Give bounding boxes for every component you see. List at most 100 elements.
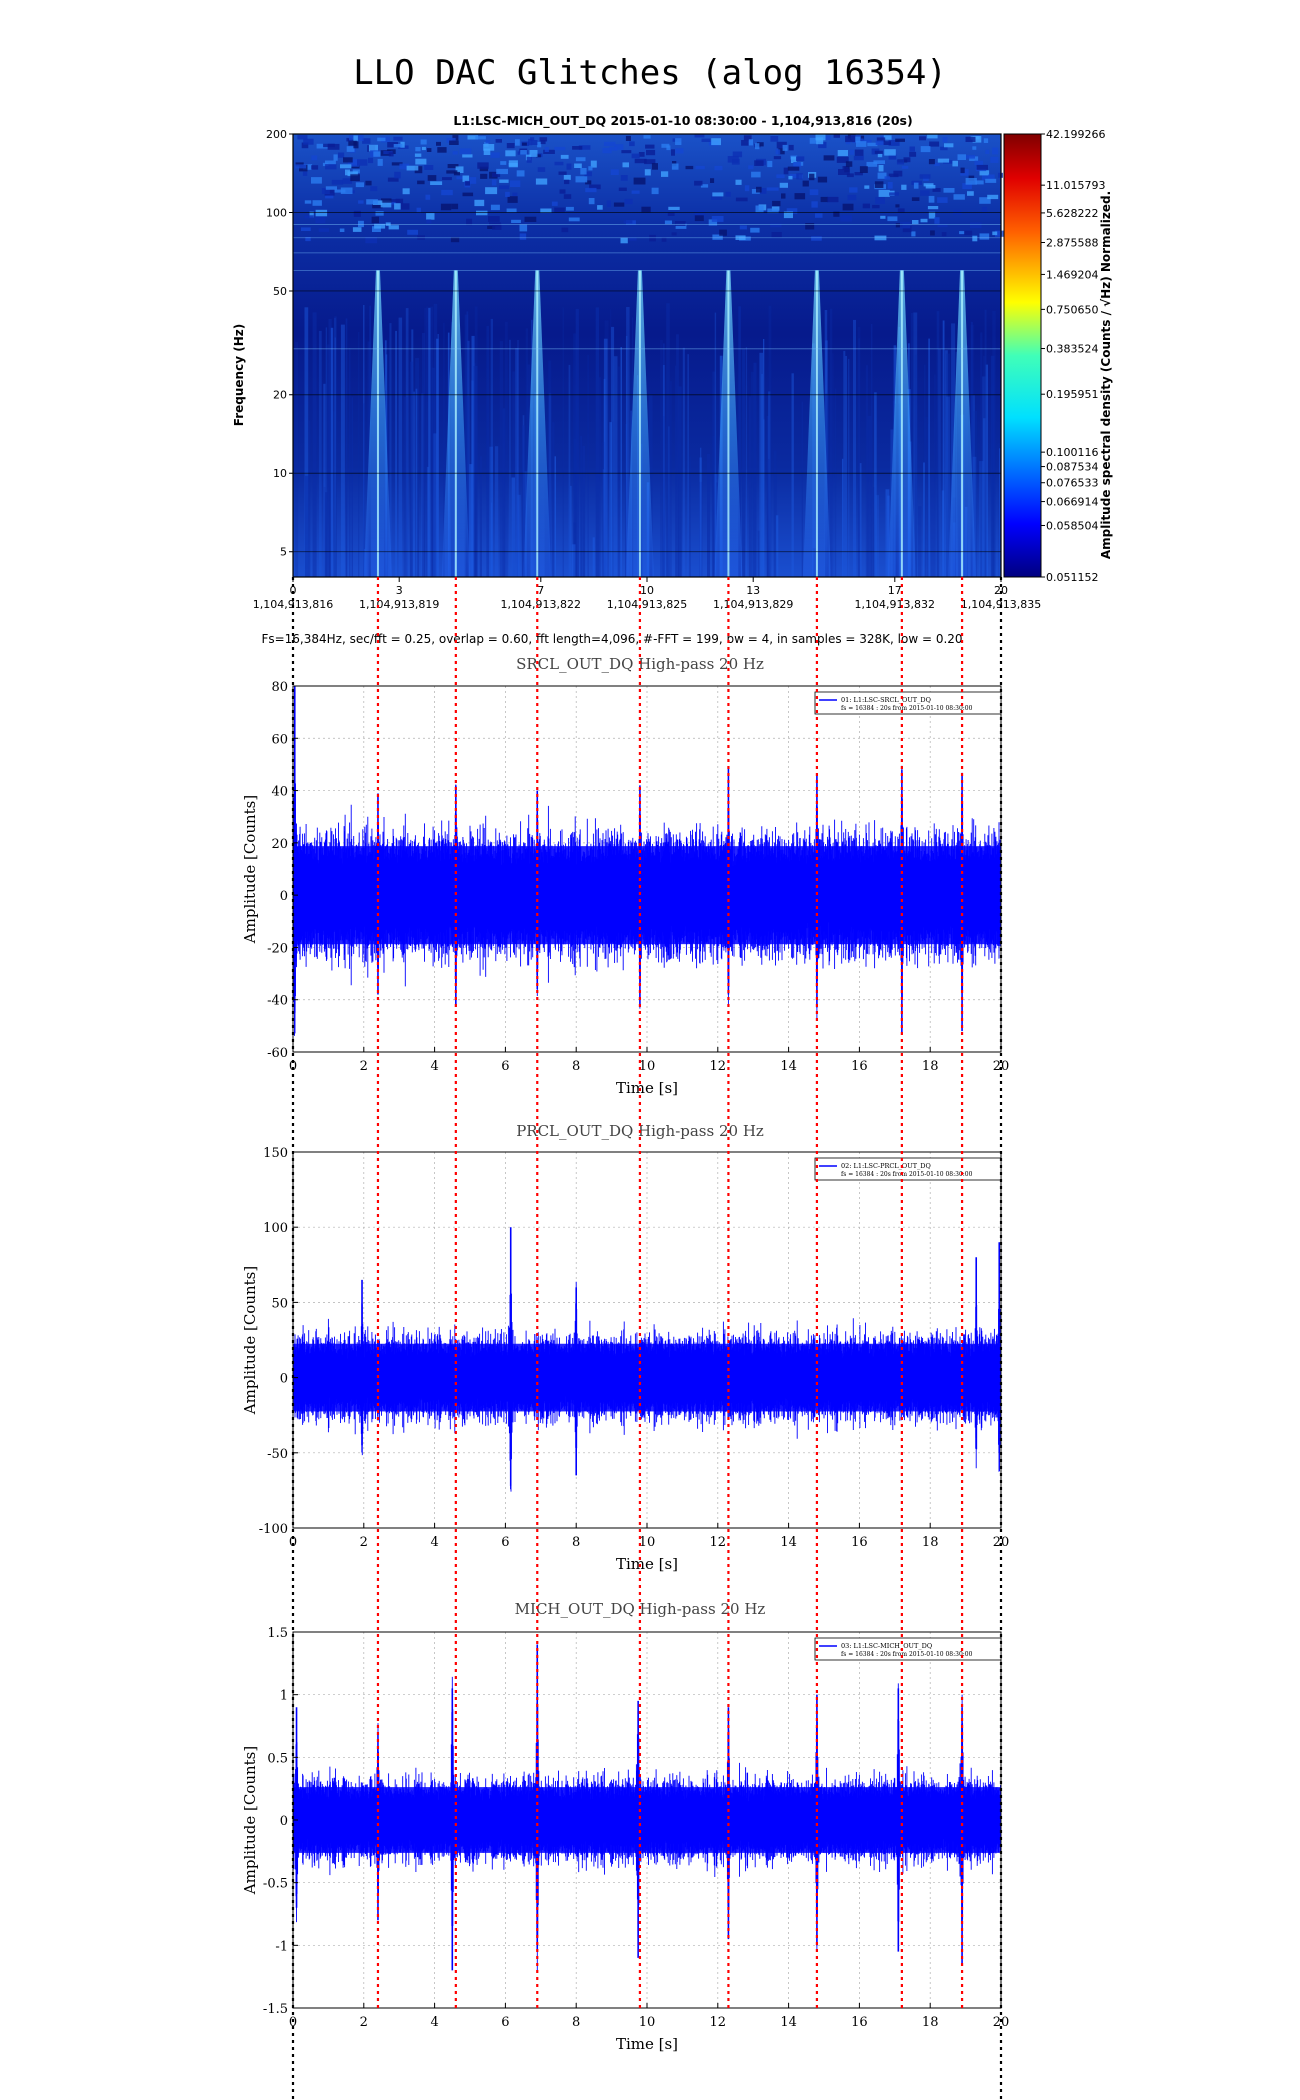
spectrogram-cell — [964, 230, 973, 236]
spectrogram-cell — [874, 150, 883, 154]
spectrogram-streak — [938, 349, 941, 577]
spectrogram-streak — [304, 475, 309, 577]
spectrogram-cell — [811, 201, 818, 208]
spectrogram-cell — [393, 144, 403, 148]
spectrogram-cell — [932, 188, 941, 192]
spectrogram-streak — [330, 327, 334, 577]
x-tick-label: 2 — [360, 2015, 368, 2030]
spectrogram-cell — [862, 203, 870, 209]
spectrogram-cell — [622, 162, 629, 168]
spectrogram-streak — [426, 466, 430, 577]
spectrogram-cell — [393, 136, 403, 141]
spectrogram-cell — [512, 192, 518, 196]
spectrogram-cell — [811, 236, 822, 241]
spectrogram-streak — [334, 337, 336, 577]
spectrogram-cell — [574, 163, 582, 168]
spectrogram-cell — [566, 163, 572, 170]
spectrogram-cell — [629, 141, 635, 147]
spectrogram-streak — [848, 358, 850, 577]
spectrogram-cell — [969, 156, 979, 161]
spectrogram-cell — [856, 141, 867, 147]
spectrogram-cell — [539, 137, 548, 142]
spectrogram-cell — [560, 154, 569, 159]
spectrogram-cell — [712, 234, 723, 240]
spectrogram-cell — [358, 200, 364, 204]
spectrogram-streak — [304, 307, 309, 577]
y-tick-label: 0 — [280, 1372, 288, 1387]
spectrogram-streak — [467, 340, 470, 577]
spectrogram-cell — [606, 200, 611, 208]
spectrogram-cell — [436, 141, 441, 146]
spectrogram-cell — [846, 173, 854, 178]
spectrogram-streak — [489, 446, 493, 577]
spectrogram-cell — [383, 151, 393, 155]
spectrogram-streak — [682, 347, 685, 577]
spectrogram-cell — [366, 199, 378, 205]
spectrogram-cell — [352, 227, 362, 232]
spectrogram-streak — [424, 308, 428, 577]
spectrogram-cell — [575, 176, 588, 183]
spectrogram-cell — [874, 181, 884, 188]
spectrogram-streak — [763, 419, 765, 577]
y-tick-label: -1 — [275, 1939, 288, 1954]
spectrogram-streak — [512, 371, 516, 577]
spectrogram-grid — [293, 212, 1001, 553]
spectrogram-cell — [342, 178, 353, 184]
spectrogram-cell — [867, 142, 878, 147]
spectrogram-streak — [946, 353, 950, 577]
spectrogram-cell — [878, 189, 890, 197]
spectrogram-streak — [351, 397, 353, 577]
spectrogram-cell — [987, 194, 999, 200]
spectrogram-cell — [492, 172, 501, 177]
spectrogram-cell — [711, 196, 723, 200]
spectrogram-streak — [990, 355, 995, 577]
spectrogram-x-gps-label: 1,104,913,829 — [713, 598, 793, 611]
spectrogram-cell — [842, 166, 849, 171]
spectrogram-streak — [700, 447, 702, 577]
spectrogram-cell — [712, 192, 724, 197]
spectrogram-cell — [618, 187, 627, 191]
colorbar-tick-label: 11.015793 — [1046, 179, 1106, 192]
spectrogram-cell — [430, 181, 443, 185]
spectrogram-streak — [469, 464, 473, 577]
spectrogram-cell — [508, 163, 518, 167]
x-tick-label: 10 — [639, 2015, 656, 2030]
spectrogram-streak — [612, 421, 614, 577]
spectrogram-streak — [936, 311, 940, 577]
colorbar-tick-label: 0.750650 — [1046, 303, 1099, 316]
spectrogram-cell — [899, 221, 911, 229]
x-tick-label: 4 — [430, 1059, 438, 1074]
spectrogram-cell — [809, 137, 817, 144]
spectrogram-x-gps-label: 1,104,913,835 — [961, 598, 1041, 611]
spectrogram-cell — [875, 197, 885, 204]
spectrogram-cell — [675, 148, 684, 154]
spectrogram-cell — [880, 215, 886, 219]
spectrogram-cell — [727, 156, 739, 163]
spectrogram-cell — [358, 220, 364, 228]
spectrogram-streak — [582, 446, 586, 577]
spectrogram-cell — [818, 142, 827, 149]
spectrogram-y-axis-label: Frequency (Hz) — [232, 324, 246, 426]
x-tick-label: 16 — [851, 1059, 868, 1074]
spectrogram-cell — [414, 153, 422, 157]
spectrogram-streak — [858, 338, 860, 577]
colorbar-tick-label: 2.875588 — [1046, 237, 1099, 250]
spectrogram-streak — [334, 317, 336, 577]
spectrogram-cell — [477, 162, 489, 169]
spectrogram-cell — [823, 155, 835, 161]
x-tick-label: 4 — [430, 2015, 438, 2030]
spectrogram-cell — [895, 223, 903, 228]
spectrogram-cell — [847, 194, 857, 201]
spectrogram-cell — [927, 134, 938, 139]
spectrogram-cell — [558, 171, 567, 175]
spectrogram-cell — [350, 174, 360, 182]
spectrogram-streak — [829, 308, 833, 577]
spectrogram-cell — [928, 195, 935, 203]
spectrogram-streak — [675, 365, 677, 577]
spectrogram-cell — [912, 220, 919, 224]
spectrogram-streak — [473, 366, 478, 577]
spectrogram-x-gps-label: 1,104,913,825 — [607, 598, 687, 611]
spectrogram-cell — [671, 163, 679, 170]
spectrogram-cell — [979, 197, 991, 204]
spectrogram-streak — [609, 422, 612, 577]
